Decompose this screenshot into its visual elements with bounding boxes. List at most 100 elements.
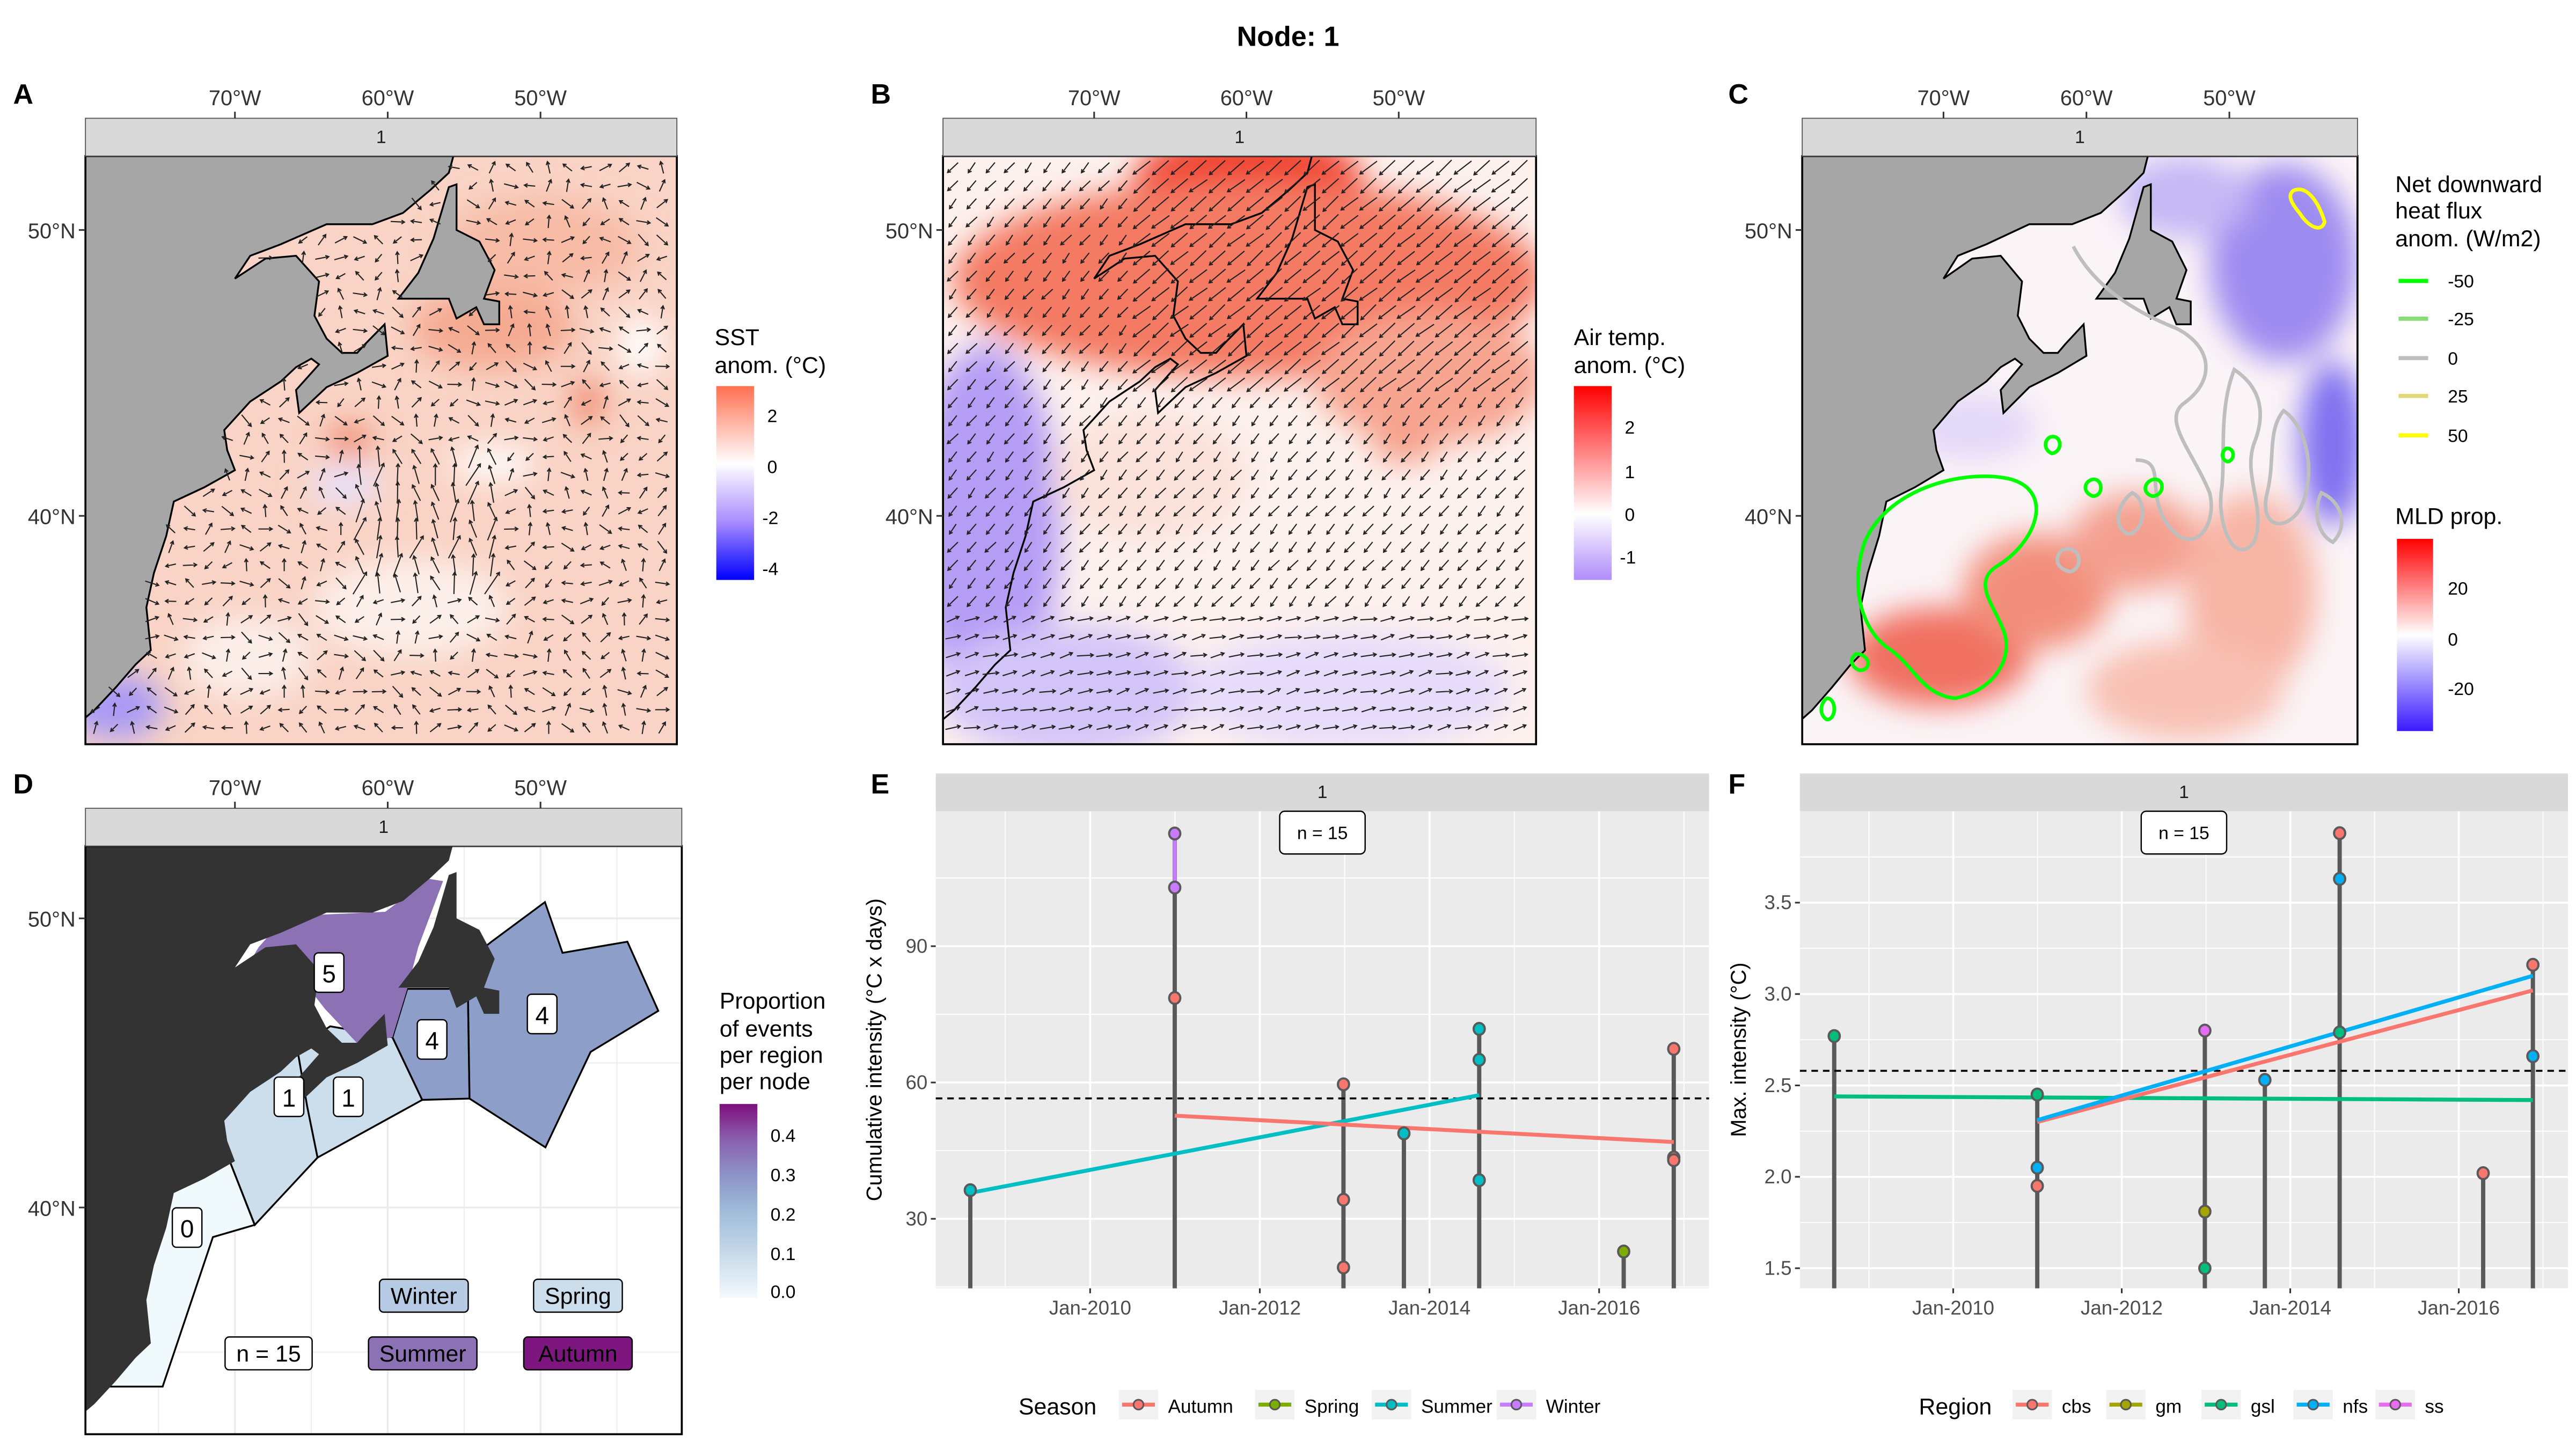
land-newfoundland [398, 872, 500, 1014]
n-label: n = 15 [236, 1341, 301, 1367]
data-point-gsl [2198, 1261, 2212, 1276]
region-count-box [333, 1076, 364, 1117]
lat-tick-label: 50°N [28, 908, 76, 932]
map-panel-heat-flux: 1 70°W 60°W 50°W 50°N 40°N [1745, 86, 2359, 745]
data-point-nfs [2258, 1073, 2272, 1087]
legend-label: cbs [2062, 1396, 2091, 1417]
colorbar-tick: -4 [762, 559, 778, 579]
data-point-spring [1617, 1245, 1630, 1259]
y-tick-label: 60 [906, 1071, 928, 1093]
data-point-autumn [1336, 1192, 1350, 1207]
region-count-label: 1 [282, 1084, 296, 1112]
facet-strip-label: 1 [2075, 127, 2085, 147]
anomaly-patch [618, 315, 664, 375]
anomaly-patch [1314, 312, 1536, 444]
anomaly-patch [2119, 156, 2251, 238]
lon-tick-label: 50°W [514, 86, 567, 110]
x-tick-label: Jan-2016 [1558, 1297, 1640, 1319]
lon-tick-label: 70°W [1918, 86, 1970, 110]
land [1802, 156, 2192, 720]
data-point-summer [1472, 1022, 1486, 1036]
data-point-summer [1472, 1173, 1486, 1188]
region-count-label: 1 [341, 1084, 355, 1112]
anomaly-patch [2300, 361, 2358, 526]
wind-vectors [945, 159, 1529, 731]
map-panel-air-temp: 1 70°W 60°W 50°W 50°N 40°N [885, 86, 1538, 745]
data-point-ss [2198, 1023, 2212, 1038]
anomaly-patch [309, 465, 382, 504]
legend-title: heat flux [2395, 198, 2482, 224]
facet-strip [1802, 118, 2358, 157]
region-count-box [313, 952, 345, 993]
lat-tick-label: 40°N [28, 506, 76, 529]
contour-legend-label: -25 [2448, 310, 2474, 330]
figure-title: Node: 1 [1237, 21, 1340, 53]
data-point-summer [1397, 1126, 1411, 1140]
anomaly-patch [450, 447, 536, 480]
legend-title: Season [1019, 1394, 1096, 1420]
data-point-gsl [2030, 1087, 2044, 1102]
plot-background [935, 811, 1709, 1289]
x-tick-label: Jan-2014 [2249, 1297, 2331, 1319]
lon-tick-label: 60°W [2060, 86, 2113, 110]
colorbar-tick: -2 [762, 509, 778, 529]
panel-label-c: C [1728, 79, 1748, 110]
data-point-autumn [1168, 991, 1182, 1005]
region-count-label: 0 [180, 1215, 194, 1243]
colorbar-tick: -20 [2448, 679, 2474, 699]
x-tick-label: Jan-2012 [1219, 1297, 1301, 1319]
colorbar [1574, 386, 1612, 580]
colorbar-tick: 0.3 [771, 1166, 796, 1185]
land-mainland [85, 846, 453, 1412]
season-box [523, 1336, 633, 1371]
y-axis-title: Max. intensity (°C) [1727, 962, 1751, 1137]
lat-tick-label: 50°N [28, 219, 76, 243]
anomaly-patch [1183, 632, 1512, 744]
n-box [224, 1336, 313, 1371]
colorbar-tick: 2 [767, 407, 778, 427]
facet-strip-label: 1 [2179, 782, 2189, 802]
lat-tick-label: 40°N [28, 1197, 76, 1220]
colorbar-tick: 0 [767, 458, 778, 478]
anomaly-patch [2086, 640, 2284, 740]
region-count-box [526, 993, 558, 1035]
contour-line-minus-50 [2044, 435, 2062, 456]
legend-title: per region [720, 1043, 823, 1069]
x-tick-label: Jan-2012 [2081, 1297, 2163, 1319]
facet-strip [935, 773, 1709, 811]
data-point-winter [1168, 880, 1182, 895]
anomaly-patch [1848, 608, 2029, 707]
wind-vectors-layer [945, 159, 1529, 731]
data-point-autumn [1667, 1042, 1681, 1056]
lat-tick-label: 50°N [885, 219, 933, 243]
legend-title: anom. (°C) [715, 353, 826, 378]
legend-air-temp: Air temp. anom. (°C) 2 1 0 -1 [1574, 325, 1685, 580]
facet-strip [942, 118, 1537, 157]
legend-key-point [2120, 1399, 2132, 1411]
lon-tick-label: 50°W [1372, 86, 1425, 110]
contour-legend-label: 50 [2448, 426, 2468, 446]
anomaly-patch [2185, 493, 2317, 690]
land-newfoundland [2095, 183, 2192, 325]
colorbar-tick: 2 [1625, 418, 1635, 438]
air-temp-patches [943, 156, 1536, 744]
facet-strip [85, 118, 678, 157]
lon-tick-label: 50°W [2203, 86, 2256, 110]
region-count-box [416, 1019, 448, 1060]
panel-label-f: F [1728, 769, 1745, 800]
trend-line-summer [970, 1093, 1480, 1195]
contour-line-0 [2072, 245, 2213, 541]
legend-title: per node [720, 1069, 810, 1095]
region-count-label: 5 [322, 960, 336, 988]
heat-flux-contours [1819, 187, 2344, 722]
contour-legend-label: 0 [2448, 349, 2458, 369]
legend-label: Winter [1546, 1396, 1601, 1417]
lon-tick-label: 70°W [209, 86, 261, 110]
legend-sst: SST anom. (°C) 2 0 -2 -4 [715, 325, 826, 580]
contour-line-0 [2264, 408, 2310, 526]
region-count-label: 4 [425, 1027, 439, 1055]
contour-line-minus-50 [1856, 474, 2038, 700]
trend-line-autumn [1174, 1114, 1674, 1144]
season-box [533, 1278, 623, 1313]
